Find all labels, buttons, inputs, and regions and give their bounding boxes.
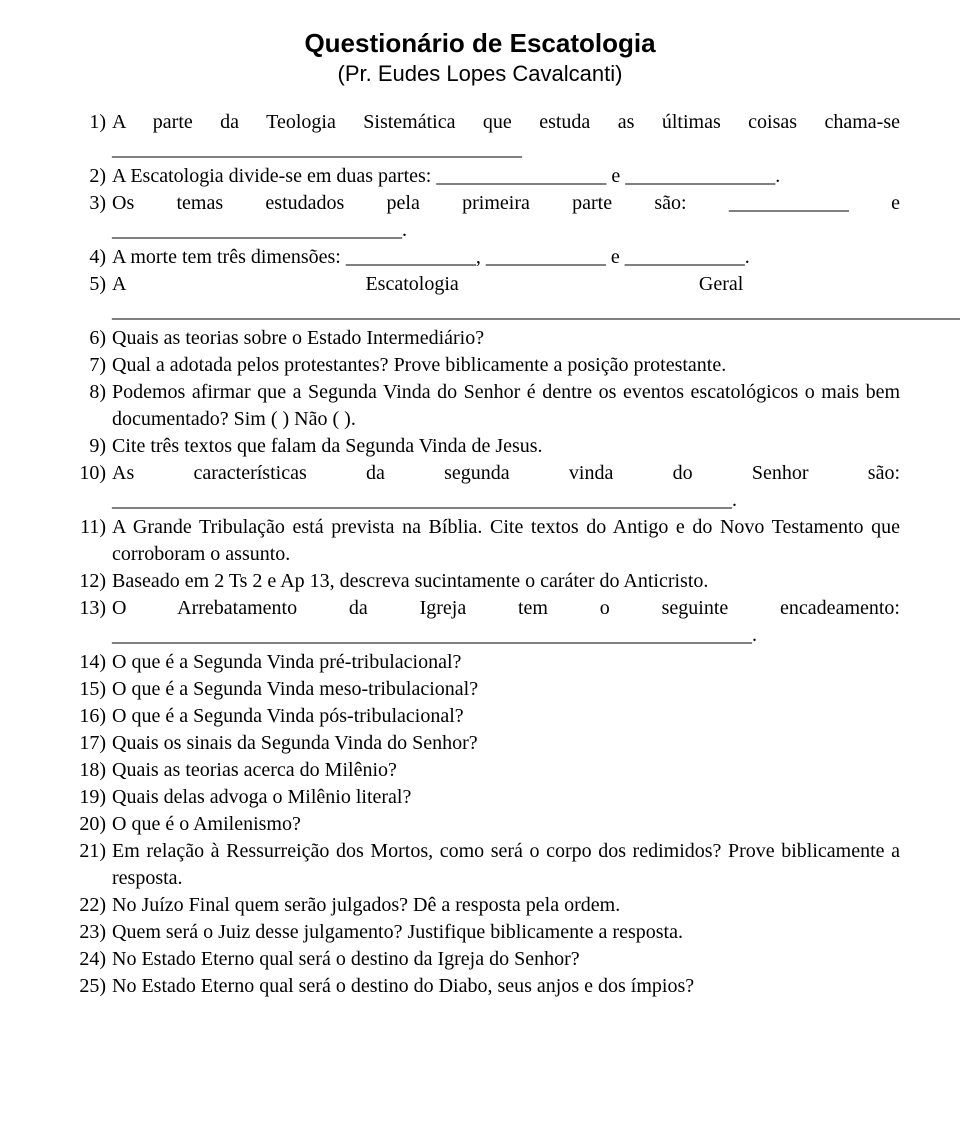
list-item: 12)Baseado em 2 Ts 2 e Ap 13, descreva s… (60, 568, 900, 595)
question-number: 3) (60, 190, 112, 217)
question-number: 23) (60, 919, 112, 946)
question-number: 21) (60, 838, 112, 865)
question-number: 1) (60, 109, 112, 136)
question-text: As características da segunda vinda do S… (112, 460, 900, 514)
list-item: 22) No Juízo Final quem serão julgados? … (60, 892, 900, 919)
question-text: Quais as teorias sobre o Estado Intermed… (112, 325, 900, 352)
question-text: A morte tem três dimensões: ____________… (112, 244, 900, 271)
question-number: 22) (60, 892, 112, 919)
question-number: 4) (60, 244, 112, 271)
list-item: 13)O Arrebatamento da Igreja tem o segui… (60, 595, 900, 649)
question-text: Cite três textos que falam da Segunda Vi… (112, 433, 900, 460)
list-item: 24)No Estado Eterno qual será o destino … (60, 946, 900, 973)
question-number: 9) (60, 433, 112, 460)
list-item: 3)Os temas estudados pela primeira parte… (60, 190, 900, 244)
document-page: Questionário de Escatologia (Pr. Eudes L… (0, 0, 960, 1040)
list-item: 5)A Escatologia Geral contempla os temas… (60, 271, 900, 325)
question-number: 24) (60, 946, 112, 973)
question-number: 10) (60, 460, 112, 487)
list-item: 11)A Grande Tribulação está prevista na … (60, 514, 900, 568)
question-text: Baseado em 2 Ts 2 e Ap 13, descreva suci… (112, 568, 900, 595)
list-item: 18)Quais as teorias acerca do Milênio? (60, 757, 900, 784)
list-item: 23)Quem será o Juiz desse julgamento? Ju… (60, 919, 900, 946)
question-text: Em relação à Ressurreição dos Mortos, co… (112, 838, 900, 892)
list-item: 6)Quais as teorias sobre o Estado Interm… (60, 325, 900, 352)
list-item: 19)Quais delas advoga o Milênio literal? (60, 784, 900, 811)
question-text: A Grande Tribulação está prevista na Bíb… (112, 514, 900, 568)
question-number: 11) (60, 514, 112, 541)
question-text: Qual a adotada pelos protestantes? Prove… (112, 352, 900, 379)
list-item: 4)A morte tem três dimensões: __________… (60, 244, 900, 271)
question-number: 5) (60, 271, 112, 298)
question-text: Quais os sinais da Segunda Vinda do Senh… (112, 730, 900, 757)
list-item: 21)Em relação à Ressurreição dos Mortos,… (60, 838, 900, 892)
list-item: 1)A parte da Teologia Sistemática que es… (60, 109, 900, 163)
question-text: O que é o Amilenismo? (112, 811, 900, 838)
question-number: 14) (60, 649, 112, 676)
list-item: 16)O que é a Segunda Vinda pós-tribulaci… (60, 703, 900, 730)
list-item: 17)Quais os sinais da Segunda Vinda do S… (60, 730, 900, 757)
question-text: O Arrebatamento da Igreja tem o seguinte… (112, 595, 900, 649)
question-text: O que é a Segunda Vinda pré-tribulaciona… (112, 649, 900, 676)
question-text: Quem será o Juiz desse julgamento? Justi… (112, 919, 900, 946)
list-item: 14)O que é a Segunda Vinda pré-tribulaci… (60, 649, 900, 676)
question-text: A Escatologia divide-se em duas partes: … (112, 163, 900, 190)
question-text: O que é a Segunda Vinda pós-tribulaciona… (112, 703, 900, 730)
question-number: 17) (60, 730, 112, 757)
list-item: 25)No Estado Eterno qual será o destino … (60, 973, 900, 1000)
question-number: 15) (60, 676, 112, 703)
question-text: Podemos afirmar que a Segunda Vinda do S… (112, 379, 900, 433)
question-number: 13) (60, 595, 112, 622)
question-number: 25) (60, 973, 112, 1000)
question-number: 6) (60, 325, 112, 352)
list-item: 10)As características da segunda vinda d… (60, 460, 900, 514)
list-item: 9)Cite três textos que falam da Segunda … (60, 433, 900, 460)
question-text: No Juízo Final quem serão julgados? Dê a… (112, 892, 900, 919)
question-number: 2) (60, 163, 112, 190)
question-number: 20) (60, 811, 112, 838)
question-text: A parte da Teologia Sistemática que estu… (112, 109, 900, 163)
question-text: A Escatologia Geral contempla os temas: … (112, 271, 960, 325)
list-item: 7)Qual a adotada pelos protestantes? Pro… (60, 352, 900, 379)
page-title: Questionário de Escatologia (60, 28, 900, 59)
list-item: 15)O que é a Segunda Vinda meso-tribulac… (60, 676, 900, 703)
question-number: 7) (60, 352, 112, 379)
question-number: 12) (60, 568, 112, 595)
question-text: Os temas estudados pela primeira parte s… (112, 190, 900, 244)
question-text: Quais as teorias acerca do Milênio? (112, 757, 900, 784)
list-item: 20)O que é o Amilenismo? (60, 811, 900, 838)
question-text: O que é a Segunda Vinda meso-tribulacion… (112, 676, 900, 703)
question-text: No Estado Eterno qual será o destino da … (112, 946, 900, 973)
question-list: 1)A parte da Teologia Sistemática que es… (60, 109, 900, 1000)
question-text: Quais delas advoga o Milênio literal? (112, 784, 900, 811)
question-number: 8) (60, 379, 112, 406)
page-subtitle: (Pr. Eudes Lopes Cavalcanti) (60, 61, 900, 87)
list-item: 8)Podemos afirmar que a Segunda Vinda do… (60, 379, 900, 433)
question-text: No Estado Eterno qual será o destino do … (112, 973, 900, 1000)
list-item: 2)A Escatologia divide-se em duas partes… (60, 163, 900, 190)
question-number: 18) (60, 757, 112, 784)
question-number: 19) (60, 784, 112, 811)
question-number: 16) (60, 703, 112, 730)
